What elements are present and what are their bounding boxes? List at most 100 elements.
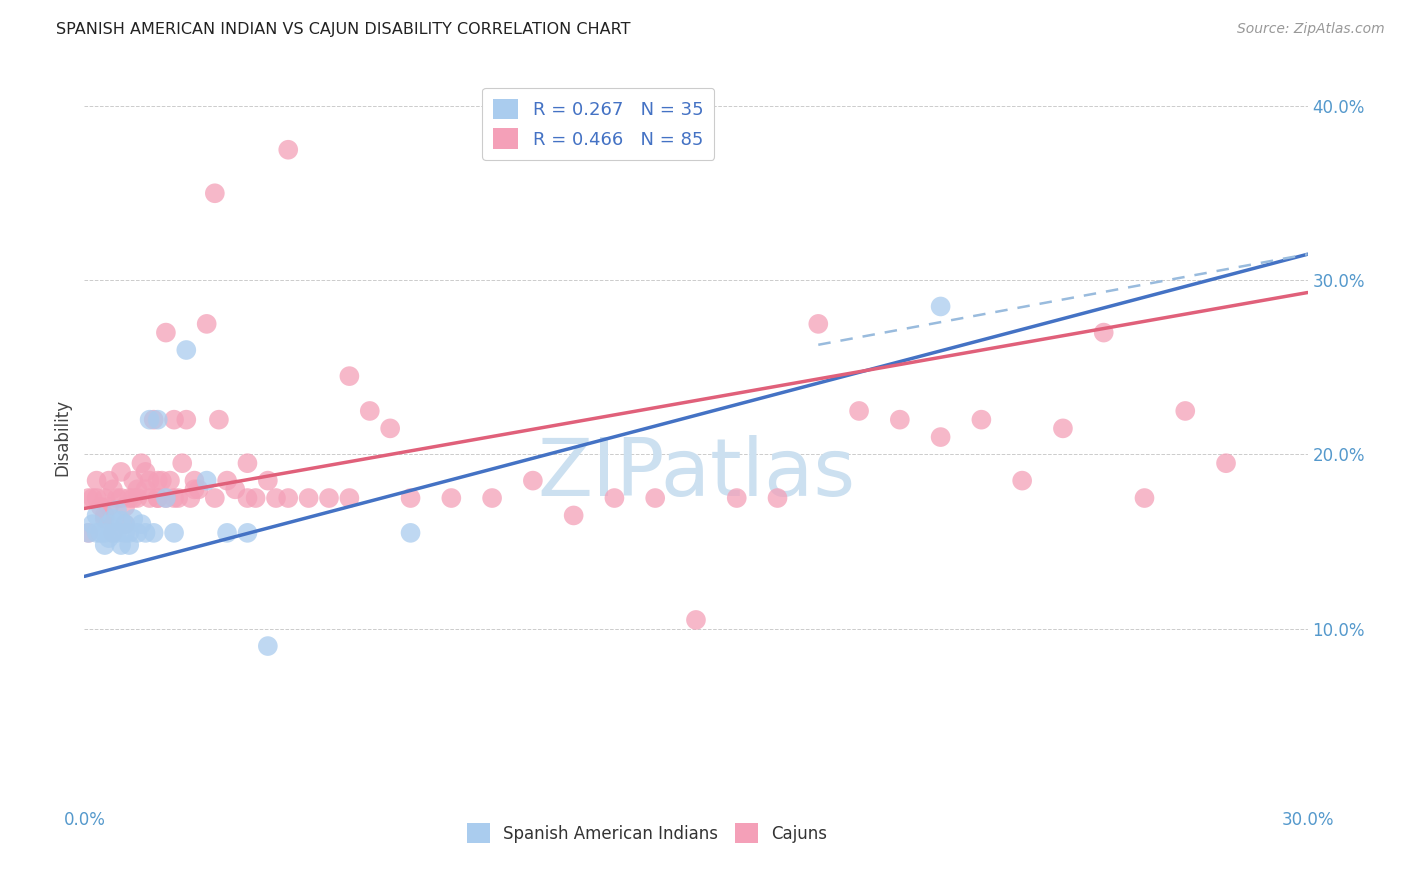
Point xyxy=(118,538,141,552)
Point xyxy=(93,508,115,523)
Point xyxy=(359,404,381,418)
Legend: Spanish American Indians, Cajuns: Spanish American Indians, Cajuns xyxy=(460,817,834,849)
Point xyxy=(183,474,205,488)
Point xyxy=(174,412,197,426)
Point xyxy=(766,491,789,505)
Point xyxy=(236,525,259,540)
Point xyxy=(97,531,120,545)
Point xyxy=(97,500,120,514)
Point xyxy=(1215,456,1237,470)
Point xyxy=(146,412,169,426)
Point xyxy=(135,525,157,540)
Point xyxy=(122,474,145,488)
Point xyxy=(110,491,132,505)
Point xyxy=(217,525,239,540)
Point xyxy=(236,456,259,470)
Point xyxy=(114,517,136,532)
Point xyxy=(146,491,169,505)
Point xyxy=(90,500,112,514)
Point xyxy=(440,491,463,505)
Point xyxy=(118,491,141,505)
Point xyxy=(224,483,246,497)
Point xyxy=(101,483,124,497)
Point xyxy=(380,421,402,435)
Point xyxy=(131,517,153,532)
Point xyxy=(167,491,190,505)
Point xyxy=(142,525,165,540)
Point xyxy=(298,491,321,505)
Point xyxy=(110,514,132,528)
Point xyxy=(127,483,149,497)
Point xyxy=(159,474,181,488)
Point xyxy=(217,474,239,488)
Point xyxy=(195,317,218,331)
Point xyxy=(807,317,830,331)
Point xyxy=(208,412,231,426)
Point xyxy=(562,508,585,523)
Point xyxy=(101,525,124,540)
Point xyxy=(399,491,422,505)
Point xyxy=(135,465,157,479)
Point xyxy=(522,474,544,488)
Point xyxy=(204,186,226,201)
Point xyxy=(93,512,115,526)
Point xyxy=(1174,404,1197,418)
Point xyxy=(644,491,666,505)
Point xyxy=(155,326,177,340)
Point xyxy=(970,412,993,426)
Point xyxy=(90,525,112,540)
Point xyxy=(264,491,287,505)
Point xyxy=(195,474,218,488)
Point xyxy=(685,613,707,627)
Point xyxy=(118,525,141,540)
Point xyxy=(93,491,115,505)
Point xyxy=(277,491,299,505)
Point xyxy=(889,412,911,426)
Point xyxy=(339,369,361,384)
Point xyxy=(1011,474,1033,488)
Point xyxy=(339,491,361,505)
Point xyxy=(101,512,124,526)
Point xyxy=(82,517,104,532)
Point xyxy=(236,491,259,505)
Point xyxy=(138,412,160,426)
Point xyxy=(97,474,120,488)
Point xyxy=(93,538,115,552)
Point xyxy=(138,474,160,488)
Point xyxy=(183,483,205,497)
Point xyxy=(105,503,128,517)
Point xyxy=(155,491,177,505)
Point xyxy=(86,474,108,488)
Point xyxy=(481,491,503,505)
Point xyxy=(105,525,128,540)
Point xyxy=(114,525,136,540)
Point xyxy=(114,517,136,532)
Point xyxy=(603,491,626,505)
Point xyxy=(122,491,145,505)
Point xyxy=(179,491,201,505)
Point xyxy=(146,491,169,505)
Point xyxy=(110,465,132,479)
Point xyxy=(93,525,115,540)
Point xyxy=(86,508,108,523)
Point xyxy=(848,404,870,418)
Point xyxy=(155,491,177,505)
Point xyxy=(135,483,157,497)
Point xyxy=(86,525,108,540)
Point xyxy=(142,412,165,426)
Point xyxy=(138,491,160,505)
Point xyxy=(110,538,132,552)
Text: Source: ZipAtlas.com: Source: ZipAtlas.com xyxy=(1237,22,1385,37)
Point xyxy=(187,483,209,497)
Point xyxy=(146,474,169,488)
Point xyxy=(725,491,748,505)
Point xyxy=(77,491,100,505)
Point xyxy=(122,512,145,526)
Y-axis label: Disability: Disability xyxy=(53,399,72,475)
Point xyxy=(77,525,100,540)
Point xyxy=(105,491,128,505)
Text: SPANISH AMERICAN INDIAN VS CAJUN DISABILITY CORRELATION CHART: SPANISH AMERICAN INDIAN VS CAJUN DISABIL… xyxy=(56,22,631,37)
Point xyxy=(101,525,124,540)
Point xyxy=(257,474,280,488)
Point xyxy=(163,412,186,426)
